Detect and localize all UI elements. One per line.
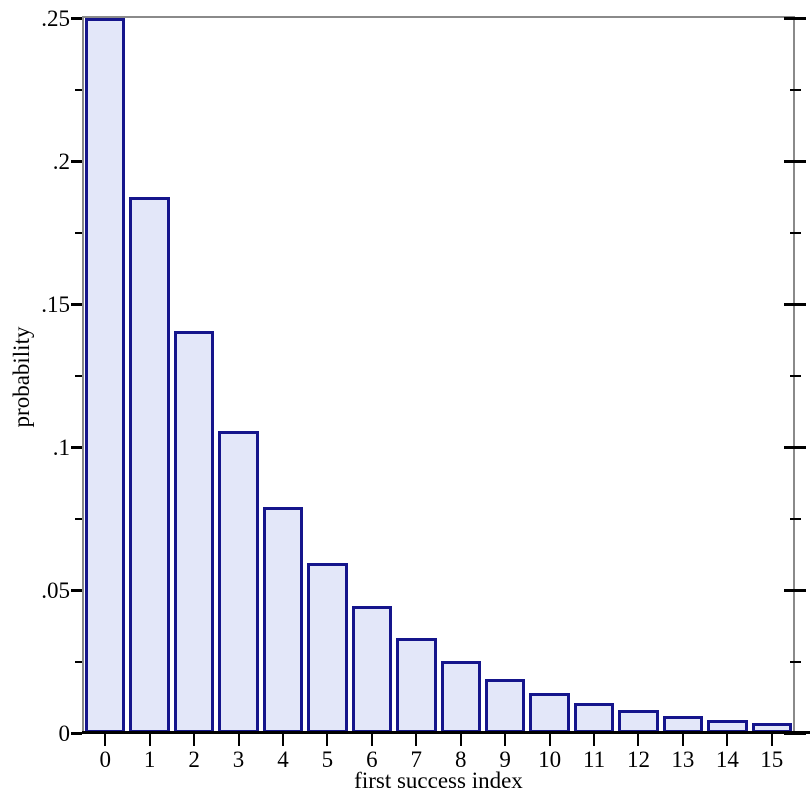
y-minor-tick xyxy=(75,517,82,520)
bar-0 xyxy=(85,18,126,733)
y-minor-tick xyxy=(75,374,82,377)
bar-11 xyxy=(573,702,615,733)
x-tick xyxy=(681,734,684,746)
x-tick xyxy=(726,734,729,746)
right-major-tick xyxy=(784,16,806,20)
x-tick-label: 12 xyxy=(626,747,650,772)
y-tick-label: .1 xyxy=(52,434,70,460)
y-axis-title: probability xyxy=(9,326,34,428)
x-tick-label: 15 xyxy=(760,747,784,772)
x-tick xyxy=(459,734,462,746)
x-tick-label: 11 xyxy=(582,747,606,772)
right-minor-tick xyxy=(789,374,801,377)
x-tick xyxy=(148,734,151,746)
right-major-tick xyxy=(784,159,806,163)
bar-3 xyxy=(218,431,259,733)
bar-2 xyxy=(173,330,215,733)
x-tick xyxy=(637,734,640,746)
x-tick-label: 13 xyxy=(671,747,695,772)
x-tick xyxy=(193,734,196,746)
right-major-tick xyxy=(784,588,806,592)
x-tick xyxy=(326,734,329,746)
x-tick xyxy=(593,734,596,746)
right-minor-tick xyxy=(789,231,801,234)
x-tick-label: 2 xyxy=(188,747,200,772)
x-tick-label: 1 xyxy=(143,747,156,772)
x-tick xyxy=(281,734,284,746)
x-tick xyxy=(504,734,507,746)
x-tick-label: 0 xyxy=(99,747,111,772)
y-tick-label: .2 xyxy=(52,148,70,174)
x-tick xyxy=(237,734,240,746)
bar-10 xyxy=(529,692,570,733)
x-tick-label: 10 xyxy=(538,747,562,772)
y-minor-tick xyxy=(75,88,82,91)
x-tick xyxy=(548,734,551,746)
right-minor-tick xyxy=(789,660,801,663)
x-tick-label: 9 xyxy=(499,747,511,772)
bar-8 xyxy=(440,661,481,733)
y-major-tick xyxy=(71,159,82,163)
x-tick-label: 7 xyxy=(410,747,423,772)
right-major-tick xyxy=(784,302,806,306)
y-major-tick xyxy=(71,445,82,449)
bar-7 xyxy=(396,637,437,733)
y-major-tick xyxy=(71,16,82,20)
y-tick-label: .25 xyxy=(41,5,70,31)
x-axis-title: first success index xyxy=(354,768,523,793)
y-minor-tick xyxy=(75,231,82,234)
y-minor-tick xyxy=(75,660,82,663)
x-tick xyxy=(415,734,418,746)
bar-4 xyxy=(262,506,304,733)
right-major-tick xyxy=(784,445,806,449)
bar-12 xyxy=(618,710,659,733)
x-tick-label: 6 xyxy=(366,747,378,772)
bar-1 xyxy=(129,196,170,733)
y-tick-label: 0 xyxy=(58,720,71,746)
right-minor-tick xyxy=(789,88,801,91)
right-minor-tick xyxy=(789,517,801,520)
x-axis-line xyxy=(82,731,810,734)
x-tick xyxy=(370,734,373,746)
bar-6 xyxy=(351,605,393,733)
x-tick xyxy=(104,734,107,746)
bar-5 xyxy=(307,563,348,733)
x-tick-label: 14 xyxy=(715,747,739,772)
y-tick-label: .15 xyxy=(41,291,70,317)
x-tick-label: 3 xyxy=(232,747,245,772)
x-tick xyxy=(770,734,773,746)
x-tick-label: 8 xyxy=(454,747,467,772)
y-tick-label: .05 xyxy=(41,577,70,603)
x-tick-label: 5 xyxy=(321,747,334,772)
bar-9 xyxy=(484,679,526,733)
y-major-tick xyxy=(71,588,82,592)
x-tick-label: 4 xyxy=(277,747,289,772)
y-major-tick xyxy=(71,731,82,735)
y-major-tick xyxy=(71,302,82,306)
